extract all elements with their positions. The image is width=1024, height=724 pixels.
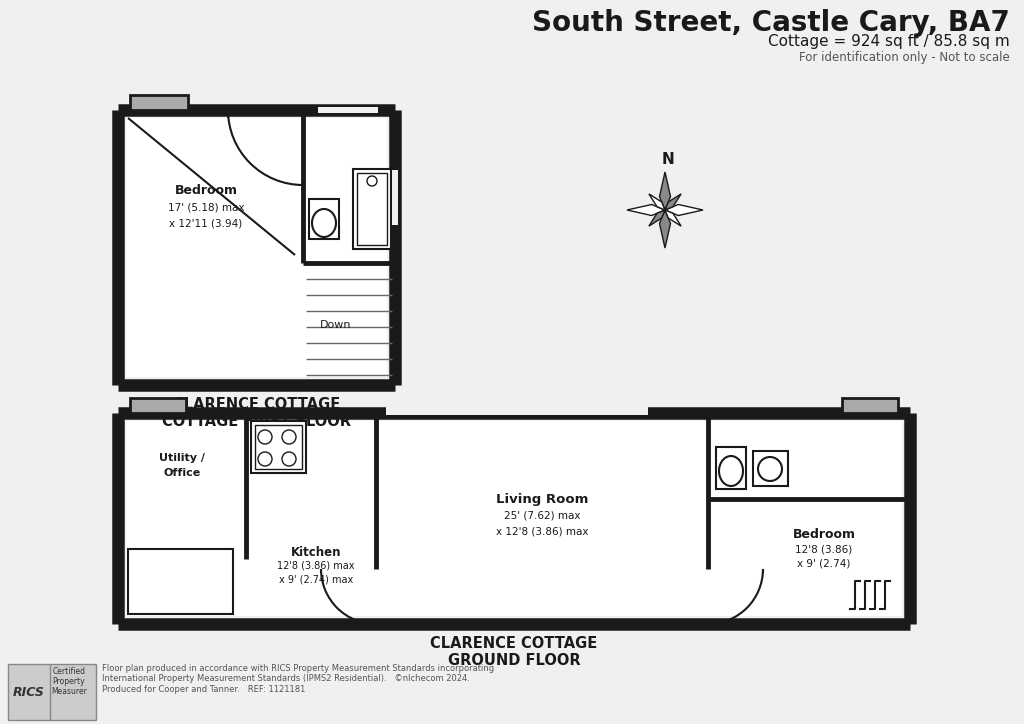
Text: 12'8 (3.86) max: 12'8 (3.86) max (278, 561, 354, 571)
Bar (128, 549, 233, 614)
Bar (130, 95, 188, 110)
Polygon shape (665, 194, 681, 210)
Text: CLARENCE COTTAGE
COTTAGE FIRST FLOOR: CLARENCE COTTAGE COTTAGE FIRST FLOOR (162, 397, 351, 429)
Text: Property: Property (52, 678, 85, 686)
Bar (309, 199, 339, 239)
Bar (130, 398, 186, 413)
Bar (842, 398, 898, 413)
Bar (130, 95, 188, 110)
Polygon shape (649, 210, 665, 226)
Bar (716, 447, 746, 489)
Text: South Street, Castle Cary, BA7: South Street, Castle Cary, BA7 (532, 9, 1010, 37)
Text: RICS: RICS (13, 686, 45, 699)
Circle shape (258, 430, 272, 444)
Circle shape (258, 452, 272, 466)
Text: x 9' (2.74): x 9' (2.74) (798, 559, 851, 569)
Text: Floor plan produced in accordance with RICS Property Measurement Standards incor: Floor plan produced in accordance with R… (102, 664, 495, 694)
Text: 17' (5.18) max: 17' (5.18) max (168, 202, 245, 212)
Text: x 9' (2.74) max: x 9' (2.74) max (279, 575, 353, 585)
Bar (357, 173, 387, 245)
Circle shape (282, 430, 296, 444)
Text: Office: Office (164, 468, 201, 478)
Ellipse shape (719, 456, 743, 486)
Polygon shape (659, 210, 671, 248)
Text: N: N (662, 151, 675, 167)
Text: x 12'11 (3.94): x 12'11 (3.94) (169, 218, 243, 228)
Text: Kitchen: Kitchen (291, 545, 341, 558)
Text: Utility /: Utility / (159, 453, 205, 463)
Bar (386, 396, 648, 415)
Bar (126, 118, 387, 377)
Bar (126, 421, 902, 616)
Bar (842, 398, 898, 413)
Text: Certified: Certified (52, 668, 85, 676)
Circle shape (282, 452, 296, 466)
Text: Living Room: Living Room (496, 492, 588, 505)
Text: Down: Down (321, 320, 352, 330)
Text: x 12'8 (3.86) max: x 12'8 (3.86) max (496, 527, 588, 537)
Bar (353, 169, 391, 249)
Polygon shape (649, 194, 665, 210)
Bar (392, 170, 398, 225)
Polygon shape (659, 172, 671, 210)
Bar (8, 664, 96, 720)
Circle shape (758, 457, 782, 481)
Text: For identification only - Not to scale: For identification only - Not to scale (800, 51, 1010, 64)
Text: 12'8 (3.86): 12'8 (3.86) (796, 544, 853, 554)
Text: Bedroom: Bedroom (174, 183, 238, 196)
Polygon shape (665, 204, 703, 216)
Text: Measurer: Measurer (51, 688, 87, 696)
Bar (251, 421, 306, 473)
Text: Up: Up (174, 591, 189, 601)
Bar (753, 451, 788, 486)
Text: Bedroom: Bedroom (793, 528, 855, 541)
Text: Cottage = 924 sq ft / 85.8 sq m: Cottage = 924 sq ft / 85.8 sq m (768, 34, 1010, 49)
Text: CLARENCE COTTAGE
GROUND FLOOR: CLARENCE COTTAGE GROUND FLOOR (430, 636, 598, 668)
Bar (255, 425, 302, 469)
Circle shape (367, 176, 377, 186)
Bar (130, 398, 186, 413)
Ellipse shape (312, 209, 336, 237)
Bar (318, 107, 378, 113)
Polygon shape (665, 210, 681, 226)
Text: 25' (7.62) max: 25' (7.62) max (504, 511, 581, 521)
Polygon shape (627, 204, 665, 216)
